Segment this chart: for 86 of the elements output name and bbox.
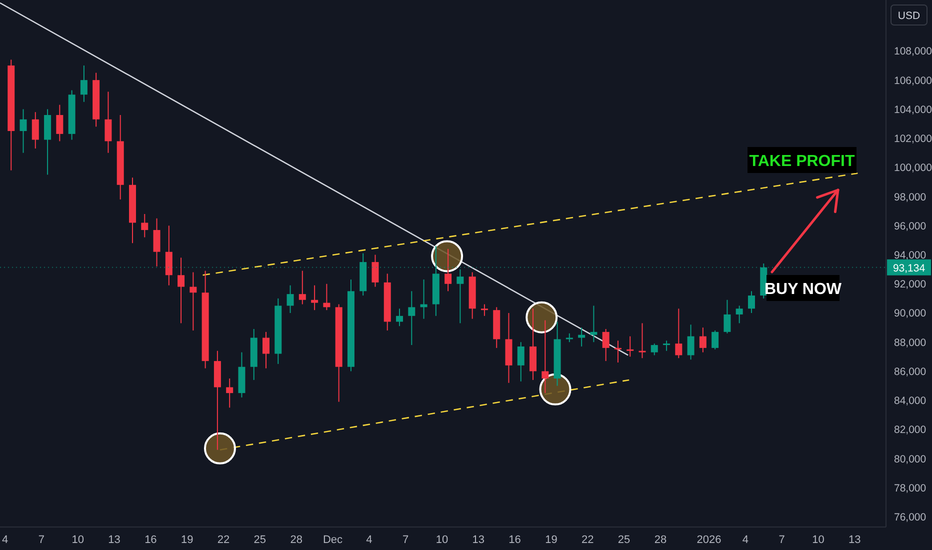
y-tick-label: 104,000 [894, 104, 932, 116]
x-tick-label: 4 [742, 534, 748, 546]
y-tick-label: 82,000 [894, 424, 926, 436]
candlestick [736, 305, 743, 324]
candlestick [724, 299, 731, 334]
candlestick [480, 304, 488, 316]
candlestick [165, 225, 172, 286]
candlestick [141, 214, 148, 238]
y-tick-label: 80,000 [894, 453, 926, 466]
candlestick [687, 324, 694, 360]
x-tick-label: 13 [848, 534, 861, 546]
candlestick [262, 331, 270, 369]
y-tick-label: 100,000 [894, 162, 932, 174]
y-tick-label: 98,000 [894, 191, 926, 204]
point [204, 432, 236, 464]
candlestick [675, 308, 682, 359]
candlestick [311, 284, 318, 311]
x-tick-label: 10 [436, 534, 448, 546]
candlestick [396, 308, 404, 327]
x-tick-label: 2026 [696, 534, 722, 546]
candlestick [638, 322, 646, 359]
x-tick-label: 25 [254, 534, 266, 546]
candlestick [699, 327, 706, 353]
candlestick [32, 112, 39, 149]
y-tick-label: 92,000 [894, 278, 926, 291]
candlestick [56, 104, 64, 142]
y-tick-label: 76,000 [894, 512, 926, 524]
x-tick-label: 13 [108, 534, 120, 546]
point [526, 301, 558, 334]
ref-line-label: 93,134 [892, 262, 926, 274]
candlestick [663, 340, 670, 352]
annotation: TAKE PROFIT [749, 153, 855, 170]
candlestick [590, 305, 598, 343]
y-axis-title: USD [898, 10, 920, 22]
y-tick-label: 78,000 [894, 482, 926, 494]
x-tick-label: 19 [180, 534, 194, 546]
candlestick [104, 91, 112, 154]
candlestick [226, 378, 234, 408]
candlestick [626, 336, 634, 358]
y-tick-label: 88,000 [894, 336, 926, 349]
candlestick [178, 257, 185, 324]
point [431, 240, 464, 272]
point [539, 373, 572, 406]
y-tick-label: 86,000 [894, 366, 926, 378]
x-tick-label: 7 [778, 534, 785, 546]
x-tick-label: 7 [38, 534, 45, 546]
x-tick-label: 13 [472, 534, 485, 546]
x-tick-label: 10 [72, 534, 84, 546]
x-tick-label: 19 [545, 534, 558, 546]
x-tick-label: 22 [582, 534, 594, 546]
candlestick [456, 268, 464, 324]
x-tick-label: 28 [654, 534, 667, 546]
x-tick-label: 28 [290, 534, 302, 546]
x-tick-label: 22 [217, 534, 230, 546]
candlestick [517, 342, 524, 382]
candlestick [748, 290, 755, 314]
x-tick-label: 10 [812, 534, 824, 546]
y-tick-label: 84,000 [894, 395, 926, 408]
candlestick [190, 272, 197, 331]
candlestick [372, 254, 379, 288]
y-tick-label: 96,000 [894, 220, 926, 232]
candlestick [153, 218, 160, 267]
y-tick-label: 94,000 [894, 249, 926, 262]
candlestick [444, 248, 452, 292]
candlestick [408, 290, 416, 346]
candlestick [298, 270, 306, 305]
candlestick [602, 328, 610, 362]
candlestick [323, 283, 330, 311]
x-tick-label: 16 [144, 534, 157, 546]
x-tick-label: 7 [402, 534, 409, 546]
y-tick-label: 102,000 [894, 133, 932, 146]
x-tick-label: Dec [322, 534, 344, 546]
candlestick [286, 284, 294, 314]
y-tick-label: 106,000 [894, 74, 932, 87]
candlestick [80, 65, 88, 102]
x-tick-label: 16 [508, 534, 521, 546]
y-tick-label: 108,000 [894, 46, 932, 58]
candlestick [614, 340, 622, 363]
candlestick [20, 108, 27, 154]
x-tick-label: 25 [618, 534, 630, 546]
y-tick-label: 90,000 [894, 308, 926, 320]
x-tick-label: 4 [2, 534, 8, 546]
candlestick [650, 343, 658, 356]
candlestick [542, 320, 549, 394]
candlestick [712, 330, 719, 350]
x-tick-label: 4 [366, 534, 372, 546]
